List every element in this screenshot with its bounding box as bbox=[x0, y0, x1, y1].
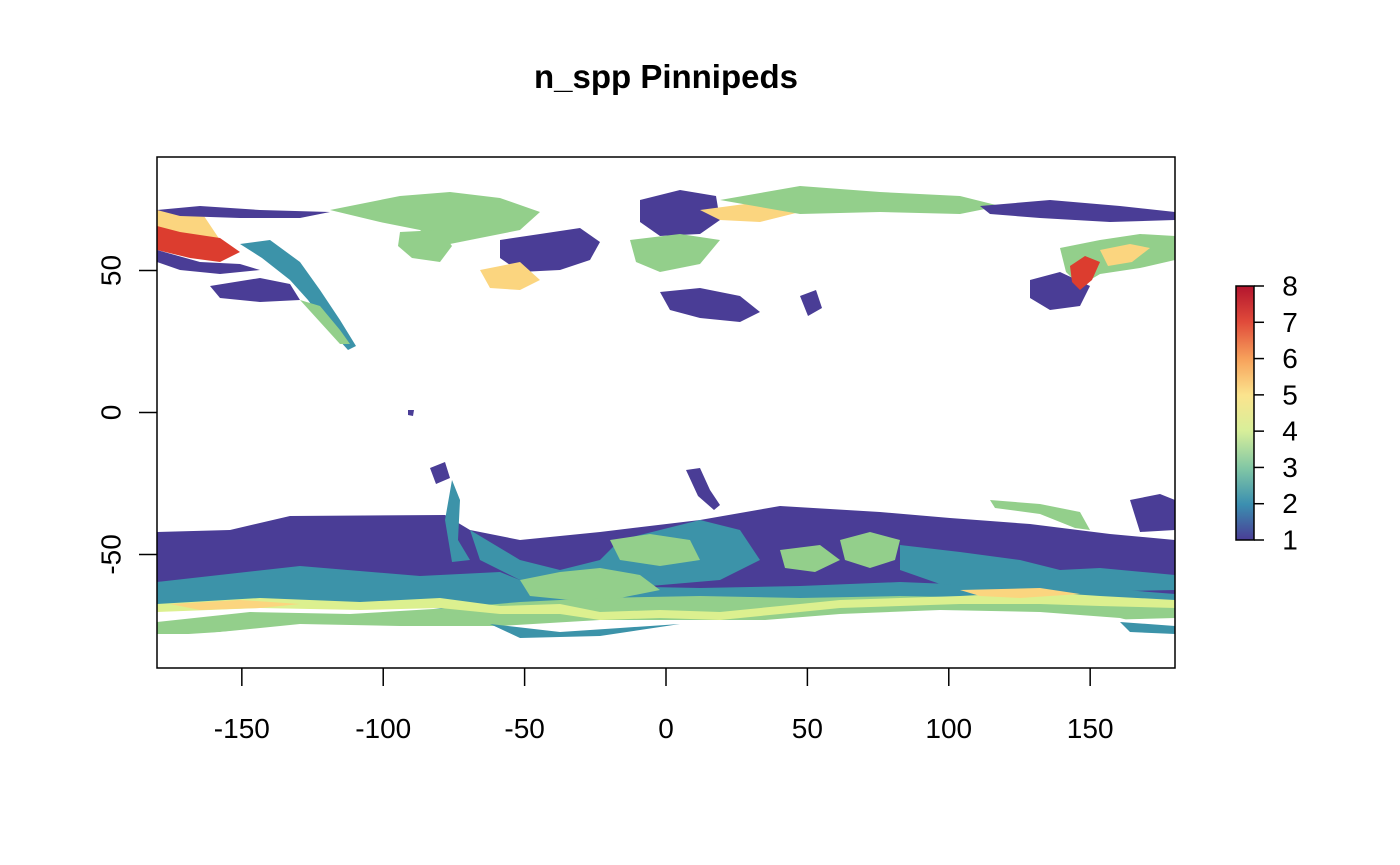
antarctica-land bbox=[157, 610, 1175, 668]
x-tick-label: -100 bbox=[355, 713, 411, 744]
south-america-coast bbox=[445, 480, 470, 562]
bering-red bbox=[157, 226, 240, 262]
weddell-green bbox=[610, 534, 700, 566]
legend-tick-label: 7 bbox=[1282, 307, 1298, 338]
legend-tick-label: 4 bbox=[1282, 416, 1298, 447]
legend-colorbar bbox=[1235, 285, 1255, 541]
antarctica-coast-teal bbox=[490, 622, 1175, 638]
hudson-bay-green bbox=[398, 230, 452, 262]
x-tick-label: 150 bbox=[1067, 713, 1114, 744]
siberia-blue bbox=[980, 200, 1175, 222]
antarctic-coast-yellow bbox=[157, 592, 1175, 620]
south-coast-yellow bbox=[170, 588, 1080, 610]
y-axis: -50 0 50 bbox=[96, 255, 157, 575]
legend-tick-label: 5 bbox=[1282, 379, 1298, 410]
australia-coast bbox=[990, 500, 1090, 530]
gulf-alaska-blue bbox=[210, 278, 300, 302]
y-tick-label: 0 bbox=[96, 405, 127, 421]
raster-layer bbox=[157, 186, 1175, 668]
scandinavia-green bbox=[630, 234, 720, 272]
scotia-green bbox=[520, 568, 660, 600]
arctic-north-coast bbox=[157, 206, 330, 218]
kuril-hotspot bbox=[1100, 244, 1150, 266]
legend-tick-label: 1 bbox=[1282, 525, 1298, 556]
arctic-canada-green bbox=[330, 192, 540, 246]
new-zealand bbox=[1130, 494, 1175, 532]
greenland-sea-blue bbox=[640, 190, 720, 236]
legend-tick-label: 8 bbox=[1282, 271, 1298, 302]
kerguelen-green bbox=[840, 532, 900, 568]
north-atlantic-yellow bbox=[480, 202, 800, 290]
indian-sector-teal bbox=[900, 545, 1175, 592]
y-tick-label: 50 bbox=[96, 255, 127, 286]
alaska-blue bbox=[157, 250, 260, 274]
legend-tick-label: 2 bbox=[1282, 488, 1298, 519]
color-legend: 1 2 3 4 5 6 7 8 bbox=[1235, 271, 1298, 556]
kamchatka-hotspot bbox=[1070, 256, 1100, 290]
legend-ticks: 1 2 3 4 5 6 7 8 bbox=[1254, 271, 1298, 556]
baffin-blue bbox=[500, 228, 600, 272]
galapagos-bits bbox=[408, 410, 450, 484]
y-tick-label: -50 bbox=[96, 534, 127, 574]
x-tick-label: -50 bbox=[504, 713, 544, 744]
x-tick-label: 100 bbox=[925, 713, 972, 744]
north-europe-blue bbox=[660, 288, 760, 322]
ross-green bbox=[780, 545, 840, 572]
x-tick-label: 50 bbox=[792, 713, 823, 744]
barents-green bbox=[720, 186, 1000, 214]
plot-title: n_spp Pinnipeds bbox=[533, 58, 799, 95]
atlantic-sector-teal bbox=[470, 520, 760, 586]
x-tick-label: 0 bbox=[658, 713, 674, 744]
legend-tick-label: 6 bbox=[1282, 343, 1298, 374]
africa-coast bbox=[686, 468, 720, 510]
x-axis: -150 -100 -50 0 50 100 150 bbox=[214, 668, 1114, 744]
california-coast bbox=[300, 300, 350, 344]
x-tick-label: -150 bbox=[214, 713, 270, 744]
caspian-blue bbox=[800, 290, 822, 316]
legend-tick-label: 3 bbox=[1282, 452, 1298, 483]
